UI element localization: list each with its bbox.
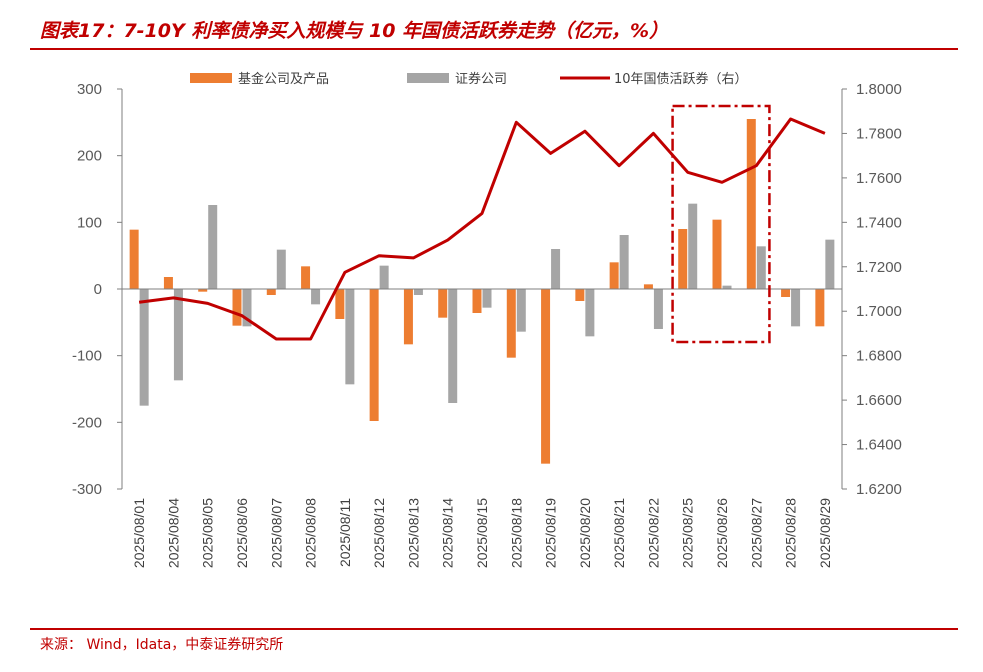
left-tick-label: -100 bbox=[72, 348, 102, 365]
securities-bar bbox=[242, 289, 252, 327]
securities-bar bbox=[791, 289, 801, 327]
fund-bar bbox=[266, 289, 276, 295]
right-tick-label: 1.7000 bbox=[856, 303, 902, 320]
right-tick-label: 1.7400 bbox=[856, 214, 902, 231]
x-tick-label: 2025/08/26 bbox=[714, 498, 730, 568]
right-tick-label: 1.6200 bbox=[856, 481, 902, 498]
fund-bar bbox=[712, 219, 722, 289]
right-tick-label: 1.7800 bbox=[856, 125, 902, 142]
legend-label-yield: 10年国债活跃券（右） bbox=[614, 71, 748, 87]
x-tick-label: 2025/08/11 bbox=[337, 498, 353, 567]
fund-bar bbox=[506, 289, 516, 358]
securities-bar bbox=[722, 285, 732, 289]
fund-bar bbox=[369, 289, 379, 421]
fund-bar bbox=[815, 289, 825, 327]
left-tick-label: -300 bbox=[72, 481, 102, 498]
fund-bar bbox=[335, 289, 345, 319]
right-tick-label: 1.8000 bbox=[856, 81, 902, 98]
fund-bar bbox=[438, 289, 448, 318]
x-tick-label: 2025/08/15 bbox=[474, 498, 490, 568]
x-tick-label: 2025/08/14 bbox=[440, 498, 456, 568]
right-tick-label: 1.6400 bbox=[856, 437, 902, 454]
fund-bar bbox=[472, 289, 482, 313]
left-tick-label: 300 bbox=[77, 81, 102, 98]
highlight-box bbox=[671, 104, 771, 344]
securities-bar bbox=[619, 235, 629, 289]
x-tick-label: 2025/08/04 bbox=[165, 498, 181, 568]
fund-bar bbox=[163, 277, 173, 289]
securities-bar bbox=[208, 205, 218, 289]
title-divider bbox=[30, 48, 958, 50]
fund-bar bbox=[643, 284, 653, 289]
fund-bar bbox=[678, 229, 688, 289]
x-tick-label: 2025/08/07 bbox=[268, 498, 284, 568]
right-tick-label: 1.6600 bbox=[856, 392, 902, 409]
legend-label-securities: 证券公司 bbox=[455, 71, 507, 87]
fund-bar bbox=[301, 266, 311, 289]
x-tick-label: 2025/08/28 bbox=[783, 498, 799, 568]
footer-divider bbox=[30, 628, 958, 630]
x-tick-label: 2025/08/06 bbox=[234, 498, 250, 568]
securities-bar bbox=[448, 289, 458, 403]
chart-canvas: 300 200 100 0 -100 -200 -300 1.8000 1.7800 1.7600… bbox=[72, 71, 902, 568]
x-tick-label: 2025/08/19 bbox=[543, 498, 559, 568]
right-tick-label: 1.7600 bbox=[856, 170, 902, 187]
securities-bar bbox=[482, 289, 492, 308]
x-tick-label: 2025/08/05 bbox=[200, 498, 216, 568]
right-tick-label: 1.6800 bbox=[856, 348, 902, 365]
x-tick-label: 2025/08/08 bbox=[303, 498, 319, 568]
right-tick-label: 1.7200 bbox=[856, 259, 902, 276]
legend-swatch-securities bbox=[407, 73, 449, 83]
treasury-yield-line bbox=[138, 117, 826, 341]
x-tick-label: 2025/08/25 bbox=[680, 498, 696, 568]
fund-bar bbox=[403, 289, 413, 345]
fund-bar bbox=[781, 289, 791, 297]
x-tick-label: 2025/08/29 bbox=[817, 498, 833, 568]
source-note: 来源： Wind，Idata，中泰证券研究所 bbox=[40, 637, 284, 653]
securities-bar bbox=[551, 249, 561, 289]
securities-bar bbox=[276, 249, 286, 289]
left-tick-label: 100 bbox=[77, 214, 102, 231]
securities-bar bbox=[379, 265, 389, 289]
left-tick-label: 0 bbox=[94, 281, 102, 298]
securities-bar bbox=[756, 246, 766, 289]
securities-bar bbox=[516, 289, 526, 332]
x-tick-label: 2025/08/27 bbox=[748, 498, 764, 568]
securities-bar bbox=[345, 289, 355, 385]
x-tick-label: 2025/08/12 bbox=[371, 498, 387, 568]
securities-bar bbox=[688, 203, 698, 289]
x-tick-label: 2025/08/22 bbox=[645, 498, 661, 568]
left-tick-label: 200 bbox=[77, 148, 102, 165]
fund-bar bbox=[541, 289, 551, 464]
securities-bar bbox=[173, 289, 183, 381]
securities-bar bbox=[653, 289, 663, 329]
securities-bar bbox=[413, 289, 423, 295]
fund-bar bbox=[198, 289, 208, 292]
fund-bar bbox=[746, 119, 756, 289]
securities-bar bbox=[311, 289, 321, 305]
x-tick-label: 2025/08/13 bbox=[405, 498, 421, 568]
fund-bar bbox=[575, 289, 585, 301]
fund-bar bbox=[609, 262, 619, 289]
legend-swatch-fund bbox=[190, 73, 232, 83]
legend-label-fund: 基金公司及产品 bbox=[238, 71, 329, 87]
left-tick-label: -200 bbox=[72, 414, 102, 431]
fund-bar bbox=[129, 229, 139, 289]
securities-bar bbox=[585, 289, 595, 337]
securities-bar bbox=[139, 289, 149, 406]
chart-title: 图表17：7-10Y 利率债净买入规模与 10 年国债活跃券走势（亿元，%） bbox=[40, 20, 669, 42]
x-tick-label: 2025/08/20 bbox=[577, 498, 593, 568]
securities-bar bbox=[825, 239, 835, 289]
x-tick-label: 2025/08/01 bbox=[131, 498, 147, 568]
x-tick-label: 2025/08/21 bbox=[611, 498, 627, 568]
fund-bar bbox=[232, 289, 242, 326]
x-tick-label: 2025/08/18 bbox=[508, 498, 524, 568]
